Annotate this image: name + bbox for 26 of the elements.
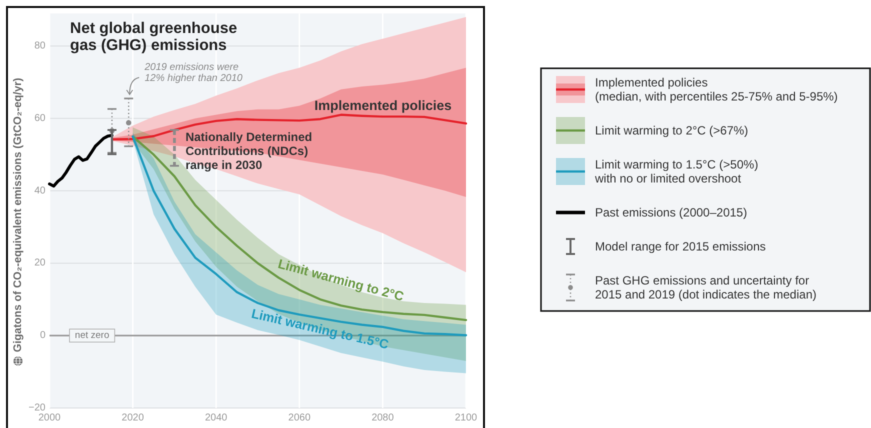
y-tick-label: 0 bbox=[40, 330, 46, 342]
legend-label: Model range for 2015 emissions bbox=[595, 240, 766, 254]
x-tick-label: 2080 bbox=[372, 412, 394, 424]
y-tick-label: 40 bbox=[34, 185, 46, 196]
y-tick-label: 60 bbox=[34, 112, 46, 124]
annotation: Limit warming to 1.5°C bbox=[250, 305, 391, 352]
x-tick-label: 2020 bbox=[122, 412, 144, 424]
legend-label: Past GHG emissions and uncertainty for 2015 and 2019 (dot indicates the median) bbox=[595, 274, 816, 302]
annotation: Implemented policies bbox=[314, 98, 452, 112]
legend-label: Limit warming to 2°C (>67%) bbox=[595, 124, 748, 138]
legend-label: Implemented policies (median, with percentiles 25-75% and 5-95%) bbox=[595, 76, 838, 104]
legend-label: Past emissions (2000–2015) bbox=[595, 206, 748, 220]
x-tick-label: 2100 bbox=[454, 412, 478, 424]
x-tick-label: 2060 bbox=[288, 412, 311, 424]
legend-label: Nationally Determined Contributions (NDCs) range in 2030 bbox=[185, 130, 312, 172]
y-tick-label: −20 bbox=[28, 402, 46, 414]
ref-line-label: net zero bbox=[74, 330, 110, 342]
y-tick-label: 20 bbox=[34, 258, 46, 269]
y-axis-title: Gigatons of CO₂-equivalent emissions (GtCO₂-eq/yr) bbox=[12, 77, 24, 352]
y-tick-label: 80 bbox=[34, 40, 46, 52]
legend-label: Limit warming to 1.5°C (>50%) with no or limited overshoot bbox=[594, 158, 758, 186]
annotation: 2019 emissions were 12% higher than 2010 bbox=[144, 61, 243, 84]
x-tick-label: 2040 bbox=[204, 412, 228, 424]
line-series bbox=[48, 134, 114, 188]
x-tick-label: 2000 bbox=[38, 412, 62, 424]
text: Net global greenhouse gas (GHG) emissions bbox=[70, 20, 238, 54]
